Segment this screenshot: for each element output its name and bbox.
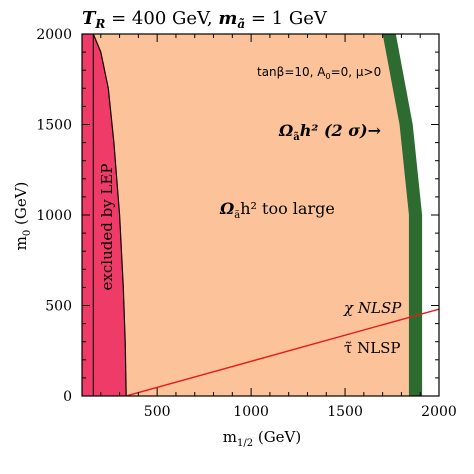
chi-nlsp-annotation: χ NLSP (343, 299, 402, 317)
title-t-sub: R (94, 17, 105, 31)
x-tick-label: 500 (144, 404, 171, 420)
y-tick-label: 500 (45, 299, 72, 315)
relic-band-annotation: Ωãh² (2 σ)→ (278, 121, 381, 143)
title-m-label: m (218, 8, 237, 29)
y-tick-labels: 0 500 1000 1500 2000 (36, 27, 72, 405)
y-tick-label: 0 (63, 389, 72, 405)
x-tick-label: 2000 (421, 404, 457, 420)
nlsp-boundary-line (125, 308, 439, 396)
region-too-large (93, 34, 409, 396)
relic-band-arrow: → (368, 121, 381, 140)
lep-boundary-line (92, 34, 127, 396)
region-relic-band (382, 34, 423, 396)
too-large-annotation: Ωãh² too large (219, 199, 335, 221)
title-m-value: = 1 GeV (245, 8, 328, 29)
y-tick-label: 1000 (36, 208, 72, 224)
x-tick-label: 1500 (327, 404, 363, 420)
x-tick-label: 1000 (233, 404, 269, 420)
chart-title: TR = 400 GeV, mã = 1 GeV (82, 8, 328, 31)
title-t-label: T (82, 8, 97, 29)
x-axis-label: m1/2 (GeV) (223, 428, 302, 449)
y-axis-label: m0 (GeV) (12, 182, 33, 251)
params-annotation: tanβ=10, A0=0, μ>0 (257, 65, 381, 81)
y-tick-label: 2000 (36, 27, 72, 43)
x-tick-labels: 500 1000 1500 2000 (144, 404, 457, 420)
stau-nlsp-annotation: τ̃ NLSP (344, 339, 401, 357)
title-t-value: = 400 GeV, (105, 8, 218, 29)
axis-ticks (81, 33, 440, 397)
lep-annotation: excluded by LEP (98, 164, 116, 291)
y-tick-label: 1500 (36, 118, 72, 134)
title-m-sub: ã (237, 17, 245, 31)
